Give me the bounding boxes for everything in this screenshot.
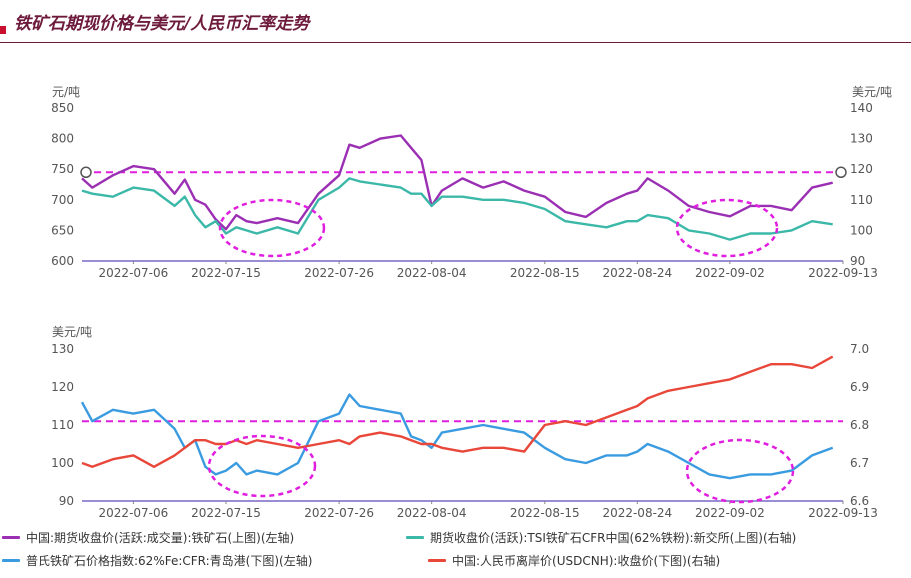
report-header: 铁矿石期现价格与美元/人民币汇率走势 — [0, 0, 911, 43]
legend-item: 中国:期货收盘价(活跃:成交量):铁矿石(上图)(左轴) — [2, 529, 294, 546]
header-marker — [0, 26, 6, 34]
x-tick-label: 2022-08-15 — [510, 506, 580, 520]
x-tick-label: 2022-08-24 — [602, 266, 672, 280]
x-tick-label: 2022-09-02 — [695, 506, 765, 520]
right-tick-label: 120 — [850, 162, 873, 176]
left-tick-label: 850 — [51, 101, 74, 115]
x-tick-label: 2022-08-15 — [510, 266, 580, 280]
x-tick-label: 2022-07-06 — [99, 506, 169, 520]
x-tick-label: 2022-07-15 — [191, 266, 261, 280]
series-line — [80, 393, 834, 480]
right-tick-label: 7.0 — [850, 342, 869, 356]
right-tick-label: 140 — [850, 101, 873, 115]
left-tick-label: 100 — [51, 456, 74, 470]
legend-swatch — [2, 536, 20, 539]
legend-label: 中国:期货收盘价(活跃:成交量):铁矿石(上图)(左轴) — [26, 531, 295, 545]
legend-swatch — [2, 559, 20, 562]
legend-item: 普氏铁矿石价格指数:62%Fe:CFR:青岛港(下图)(左轴) — [2, 552, 312, 569]
reference-start-marker — [80, 166, 92, 179]
left-tick-label: 700 — [51, 193, 74, 207]
legend: 中国:期货收盘价(活跃:成交量):铁矿石(上图)(左轴) 期货收盘价(活跃):T… — [0, 526, 911, 578]
left-axis-unit: 元/吨 — [52, 85, 80, 99]
series-line — [81, 355, 834, 468]
left-tick-label: 800 — [51, 132, 74, 146]
right-tick-label: 90 — [850, 254, 865, 268]
x-tick-label: 2022-09-13 — [808, 266, 878, 280]
left-tick-label: 120 — [51, 380, 74, 394]
legend-item: 期货收盘价(活跃):TSI铁矿石CFR中国(62%铁粉):新交所(上图)(右轴) — [406, 529, 796, 546]
legend-label: 期货收盘价(活跃):TSI铁矿石CFR中国(62%铁粉):新交所(上图)(右轴) — [430, 531, 797, 545]
right-tick-label: 6.6 — [850, 494, 869, 508]
legend-swatch — [428, 559, 446, 562]
legend-item: 中国:人民币离岸价(USDCNH):收盘价(下图)(右轴) — [428, 552, 720, 569]
x-tick-label: 2022-08-04 — [397, 506, 467, 520]
x-tick-label: 2022-09-13 — [808, 506, 878, 520]
x-tick-label: 2022-09-02 — [695, 266, 765, 280]
reference-end-marker — [835, 166, 847, 179]
left-axis-unit: 美元/吨 — [52, 325, 92, 339]
legend-label: 中国:人民币离岸价(USDCNH):收盘价(下图)(右轴) — [452, 554, 721, 568]
x-tick-label: 2022-08-04 — [397, 266, 467, 280]
legend-label: 普氏铁矿石价格指数:62%Fe:CFR:青岛港(下图)(左轴) — [26, 554, 313, 568]
left-tick-label: 600 — [51, 254, 74, 268]
series-line — [81, 177, 833, 241]
highlight-ellipse — [207, 434, 317, 498]
page-title: 铁矿石期现价格与美元/人民币汇率走势 — [14, 14, 310, 34]
left-tick-label: 650 — [51, 223, 74, 237]
left-tick-label: 90 — [59, 494, 74, 508]
right-tick-label: 6.8 — [850, 418, 869, 432]
left-tick-label: 130 — [51, 342, 74, 356]
x-tick-label: 2022-07-15 — [191, 506, 261, 520]
chart-area: 元/吨 美元/吨600650700750800850901001101201301… — [51, 85, 892, 520]
right-tick-label: 110 — [850, 193, 873, 207]
legend-swatch — [406, 536, 424, 539]
x-tick-label: 2022-07-06 — [99, 266, 169, 280]
x-tick-label: 2022-07-26 — [304, 506, 374, 520]
series-line — [81, 134, 833, 231]
highlight-ellipse — [218, 198, 326, 258]
right-tick-label: 6.9 — [850, 380, 869, 394]
left-tick-label: 110 — [51, 418, 74, 432]
right-axis-unit: 美元/吨 — [852, 85, 892, 99]
x-tick-label: 2022-08-24 — [602, 506, 672, 520]
right-tick-label: 6.7 — [850, 456, 869, 470]
left-tick-label: 750 — [51, 162, 74, 176]
x-tick-label: 2022-07-26 — [304, 266, 374, 280]
highlight-ellipse — [685, 438, 795, 504]
right-tick-label: 130 — [850, 132, 873, 146]
highlight-ellipse — [675, 198, 779, 258]
right-tick-label: 100 — [850, 223, 873, 237]
